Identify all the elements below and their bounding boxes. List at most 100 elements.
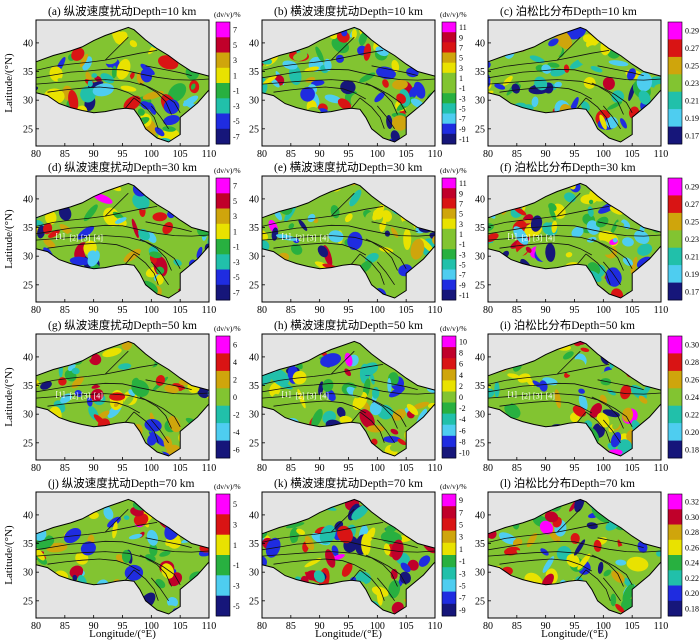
y-tick-label-f-3: 40: [475, 194, 485, 205]
anomaly-blob-d: [156, 266, 165, 275]
fault-trace-d-5: [139, 238, 181, 269]
x-tick-label-i-2: 90: [541, 463, 551, 474]
region-outline-a: [35, 26, 210, 143]
block-label-i-0: [1]: [508, 390, 518, 399]
anomaly-blob-l: [539, 520, 554, 535]
region-outline-l: [487, 498, 662, 615]
colorbar-tick-f-1: 0.27: [685, 200, 699, 209]
colorbar-tick-i-0: 0.30: [685, 341, 699, 350]
fault-trace-d-7: [104, 192, 129, 217]
anomaly-blob-h: [322, 378, 334, 392]
fault-trace-f-2: [488, 235, 624, 271]
x-tick-label-k-4: 100: [370, 621, 385, 632]
colorbar-frame-k: [441, 493, 457, 617]
anomaly-blob-k: [300, 562, 306, 570]
anomaly-blob-e: [298, 219, 308, 231]
y-tick-label-c-3: 40: [475, 38, 485, 49]
colorbar-tick-a-3: 1: [233, 71, 237, 80]
anomaly-blob-a: [116, 58, 131, 80]
colorbar-tick-c-2: 0.25: [685, 62, 699, 71]
block-label-e-3: [4]: [320, 234, 330, 243]
fault-trace-j-8: [150, 577, 169, 602]
fault-trace-c-7: [556, 36, 581, 61]
anomaly-blob-e: [293, 230, 305, 248]
colorbar-tick-d-1: 5: [233, 197, 237, 206]
anomaly-blob-i: [630, 384, 647, 400]
x-tick-label-k-2: 90: [315, 621, 325, 632]
block-label-h-3: [4]: [320, 392, 330, 401]
anomaly-blob-g: [147, 434, 158, 446]
anomaly-blob-h: [344, 368, 352, 377]
anomaly-blob-b: [300, 86, 315, 102]
colorbar-tick-d-4: -1: [233, 243, 240, 252]
anomaly-blob-h: [311, 408, 323, 429]
anomaly-blob-i: [578, 388, 585, 394]
anomaly-blob-h: [387, 378, 392, 394]
panel-title-i: (i) 泊松比分布Depth=50 km: [500, 318, 635, 332]
anomaly-blob-h: [413, 401, 430, 410]
colorbar-tick-l-5: 0.22: [685, 574, 699, 583]
panel-title-c: (c) 泊松比分布Depth=10 km: [500, 4, 637, 18]
anomaly-blob-c: [511, 83, 521, 94]
anomaly-blob-j: [75, 551, 89, 565]
colorbar-tick-k-9: -9: [459, 606, 466, 615]
anomaly-blob-j: [103, 506, 114, 520]
anomaly-blob-a: [190, 83, 196, 90]
colorbar-swatch-d-7: [216, 284, 230, 301]
anomaly-blob-l: [542, 556, 555, 573]
colorbar-swatch-k-3: [442, 530, 456, 544]
x-tick-label-c-0: 80: [483, 149, 493, 160]
fault-trace-d-9: [125, 253, 135, 265]
colorbar-swatch-e-2: [442, 198, 456, 209]
colorbar-swatch-l-7: [668, 600, 682, 617]
fault-trace-j-0: [36, 522, 158, 543]
fault-trace-d-8: [150, 261, 169, 286]
anomaly-blob-e: [262, 228, 268, 242]
fault-trace-i-5: [591, 396, 633, 427]
fault-trace-f-6: [597, 221, 644, 232]
x-tick-label-d-0: 80: [31, 305, 41, 316]
x-axis-label-col-1: Longitude/(°E): [315, 628, 382, 640]
fault-trace-l-2: [488, 551, 624, 587]
fault-trace-h-8: [376, 419, 395, 444]
panel-title-g: (g) 纵波速度扰动Depth=50 km: [48, 318, 197, 332]
fault-trace-a-3: [47, 86, 140, 100]
anomaly-blob-f: [542, 214, 552, 223]
fault-trace-b-3: [273, 86, 366, 100]
colorbar-swatch-e-3: [442, 208, 456, 220]
x-tick-label-b-3: 95: [344, 149, 354, 160]
x-tick-label-e-2: 90: [315, 305, 325, 316]
anomaly-blob-g: [71, 376, 84, 389]
anomaly-blob-b: [350, 93, 364, 107]
colorbar-swatch-b-3: [442, 52, 456, 64]
anomaly-blob-l: [586, 522, 598, 530]
colorbar-swatch-g-1: [216, 353, 230, 372]
colorbar-tick-k-0: 9: [459, 496, 463, 505]
x-tick-label-i-1: 85: [512, 463, 522, 474]
x-tick-label-b-5: 105: [399, 149, 414, 160]
region-outline-i: [487, 340, 662, 457]
anomaly-blob-j: [72, 574, 78, 581]
fault-trace-c-8: [602, 105, 621, 130]
x-tick-label-a-1: 85: [60, 149, 70, 160]
anomaly-blob-l: [577, 553, 591, 570]
colorbar-swatch-j-0: [216, 494, 230, 515]
region-outline-k: [261, 498, 436, 615]
colorbar-tick-k-2: 5: [459, 521, 463, 530]
anomaly-blob-f: [548, 202, 557, 212]
anomaly-blob-c: [531, 96, 539, 108]
fault-trace-i-3: [499, 400, 592, 414]
anomaly-blob-h: [339, 415, 353, 424]
colorbar-swatch-c-3: [668, 74, 682, 93]
x-tick-label-f-2: 90: [541, 305, 551, 316]
fault-trace-j-1: [36, 540, 209, 553]
colorbar-swatch-i-2: [668, 370, 682, 389]
anomaly-blob-g: [179, 388, 194, 400]
anomaly-blob-a: [79, 53, 88, 68]
anomaly-blob-h: [325, 389, 336, 402]
region-outline-j: [35, 498, 210, 615]
anomaly-blob-g: [93, 414, 108, 428]
fault-trace-i-8: [602, 419, 621, 444]
colorbar-frame-h: [441, 335, 457, 459]
anomaly-blob-i: [488, 388, 495, 398]
